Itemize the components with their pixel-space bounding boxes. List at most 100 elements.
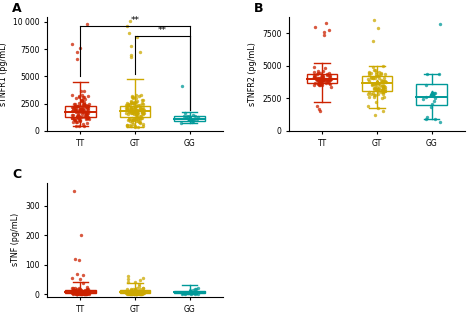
Point xyxy=(82,96,89,102)
Point xyxy=(371,75,379,81)
Point xyxy=(374,88,382,94)
Point xyxy=(124,291,132,296)
Point xyxy=(126,291,134,296)
Point xyxy=(378,96,386,101)
Point xyxy=(79,291,86,296)
Point xyxy=(69,107,76,113)
Point xyxy=(77,107,84,113)
Point xyxy=(317,109,324,114)
Point xyxy=(132,118,140,123)
Point xyxy=(71,287,79,293)
Point xyxy=(78,98,86,103)
Point xyxy=(80,123,87,128)
Point xyxy=(70,105,78,110)
Point xyxy=(123,103,131,109)
Point xyxy=(123,122,131,128)
Point xyxy=(125,116,133,121)
Bar xyxy=(65,106,96,117)
Point xyxy=(85,116,92,122)
Point xyxy=(74,115,82,120)
Point xyxy=(190,117,198,122)
Point xyxy=(71,107,79,113)
Point xyxy=(133,110,141,115)
Point xyxy=(193,116,201,122)
Point xyxy=(133,290,140,296)
Point xyxy=(74,104,82,109)
Point xyxy=(136,291,143,296)
Point xyxy=(71,291,79,296)
Point xyxy=(128,100,136,105)
Point xyxy=(76,277,84,282)
Point xyxy=(81,290,88,295)
Point xyxy=(134,286,141,291)
Point xyxy=(128,105,135,111)
Point xyxy=(72,108,79,113)
Point xyxy=(322,80,330,85)
Point xyxy=(139,97,147,103)
Point xyxy=(71,117,78,122)
Point xyxy=(140,111,147,116)
Point xyxy=(134,112,141,117)
Point xyxy=(134,289,141,294)
Text: **: ** xyxy=(158,26,167,35)
Bar xyxy=(362,76,392,91)
Point xyxy=(81,112,89,117)
Point xyxy=(74,111,82,116)
Point xyxy=(365,89,373,94)
Point xyxy=(82,290,90,296)
Point xyxy=(70,106,77,111)
Point xyxy=(127,108,135,113)
Point xyxy=(139,102,146,107)
Point xyxy=(75,290,82,295)
Point xyxy=(374,105,382,110)
Point xyxy=(72,123,80,128)
Point xyxy=(73,107,80,113)
Point xyxy=(315,82,323,87)
Point xyxy=(75,258,83,263)
Point xyxy=(129,117,137,122)
Point xyxy=(310,74,318,80)
Point xyxy=(193,290,201,295)
Point xyxy=(374,84,381,89)
Point xyxy=(125,30,133,36)
Point xyxy=(422,82,429,88)
Point xyxy=(71,256,79,261)
Point xyxy=(128,290,136,295)
Point xyxy=(135,290,143,296)
Point xyxy=(128,104,135,110)
Point xyxy=(76,123,83,128)
Point xyxy=(127,291,135,296)
Point xyxy=(69,291,77,296)
Point xyxy=(139,111,147,116)
Point xyxy=(132,291,140,296)
Point xyxy=(317,76,325,81)
Point xyxy=(382,78,389,83)
Point xyxy=(73,291,80,296)
Point xyxy=(75,93,82,99)
Point xyxy=(73,289,81,294)
Point xyxy=(132,92,140,98)
Point xyxy=(76,291,84,297)
Point xyxy=(82,291,90,297)
Point xyxy=(77,288,85,293)
Point xyxy=(181,290,188,296)
Point xyxy=(380,88,388,93)
Point xyxy=(76,46,84,51)
Point xyxy=(132,291,140,296)
Point xyxy=(318,77,326,82)
Point xyxy=(130,289,138,295)
Point xyxy=(70,291,78,296)
Point xyxy=(369,82,376,87)
Point xyxy=(137,115,145,121)
Point xyxy=(325,80,332,85)
Point xyxy=(127,291,135,296)
Point xyxy=(319,68,327,73)
Point xyxy=(379,82,387,87)
Point xyxy=(182,110,189,115)
Point xyxy=(135,115,143,121)
Point xyxy=(138,108,146,114)
Point xyxy=(135,93,143,98)
Point xyxy=(137,290,144,296)
Point xyxy=(131,280,138,285)
Point xyxy=(133,35,141,40)
